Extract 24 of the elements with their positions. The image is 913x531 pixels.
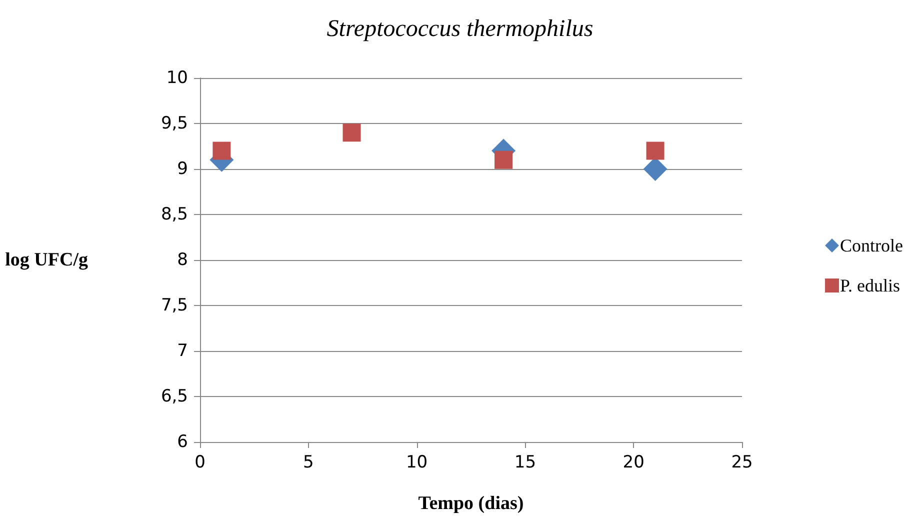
y-tick-label: 6 xyxy=(177,432,188,452)
legend-label: P. edulis xyxy=(840,276,900,296)
x-axis-title: Tempo (dias) xyxy=(418,493,524,514)
x-tick-label: 25 xyxy=(731,452,753,472)
y-tick-label: 8 xyxy=(177,250,188,270)
point xyxy=(212,142,231,160)
y-tick-label: 7 xyxy=(177,341,188,361)
x-tick-label: 15 xyxy=(514,452,536,472)
x-tick-label: 0 xyxy=(194,452,206,472)
y-tick-label: 9,5 xyxy=(160,114,188,134)
point xyxy=(494,150,513,169)
y-tick-label: 9 xyxy=(177,159,188,179)
y-tick-label: 10 xyxy=(166,68,188,88)
y-tick-label: 7,5 xyxy=(160,296,188,316)
y-tick-label: 6,5 xyxy=(160,386,188,406)
y-axis-title: log UFC/g xyxy=(5,250,88,270)
x-tick-label: 5 xyxy=(302,452,314,472)
chart-title: Streptococcus thermophilus xyxy=(326,16,594,42)
y-tick-label: 8,5 xyxy=(160,204,188,224)
point xyxy=(342,124,361,142)
point xyxy=(646,142,664,160)
legend-label: Controle xyxy=(840,236,904,256)
x-tick-label: 20 xyxy=(622,452,644,472)
x-tick-label: 10 xyxy=(406,452,428,472)
